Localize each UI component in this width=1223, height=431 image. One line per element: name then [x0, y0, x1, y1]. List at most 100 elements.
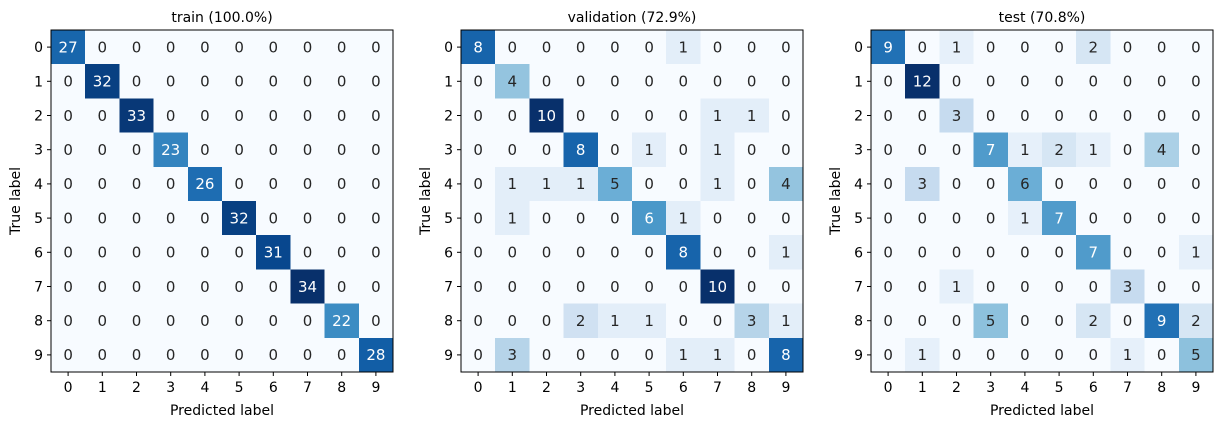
cell-value: 1	[679, 38, 689, 56]
cell-value: 1	[781, 312, 791, 330]
heatmap-cell	[597, 337, 633, 373]
cell-value: 0	[644, 244, 654, 262]
heatmap-cell	[290, 166, 325, 202]
heatmap-cell	[1110, 303, 1145, 339]
heatmap-cell	[905, 30, 940, 65]
heatmap-cell	[734, 132, 770, 168]
heatmap-cell	[632, 201, 667, 236]
heatmap-cell	[939, 337, 974, 373]
heatmap-cell	[939, 303, 974, 339]
cell-value: 0	[781, 278, 791, 296]
cell-value: 0	[883, 278, 893, 296]
cell-value: 0	[269, 38, 279, 56]
heatmap-cell	[1144, 235, 1180, 270]
cell-value: 1	[952, 278, 962, 296]
heatmap-cell	[1144, 132, 1180, 168]
heatmap-cell	[1076, 235, 1111, 270]
cell-value: 0	[883, 175, 893, 193]
y-tick-label: 5	[444, 211, 453, 227]
chart-title: validation (72.9%)	[568, 10, 697, 26]
heatmap-cell	[358, 303, 394, 339]
heatmap-cell	[597, 98, 633, 133]
cell-value: 0	[508, 312, 518, 330]
heatmap-cell	[529, 269, 564, 304]
heatmap-cell	[632, 303, 667, 339]
heatmap-cell	[939, 235, 974, 270]
x-tick-label: 0	[64, 380, 73, 396]
heatmap-cell	[871, 132, 906, 168]
cell-value: 1	[713, 141, 723, 159]
cell-value: 0	[63, 175, 73, 193]
cell-value: 0	[576, 278, 586, 296]
cell-value: 0	[269, 175, 279, 193]
cell-value: 0	[781, 209, 791, 227]
panel-2: 9 0 1 0 0 0 2 0 0 00 12 0 0 0 0 0 0 0 00 0 3 0 0 0 0 0 0 00 0 0 7 1 2 1 0 4…	[828, 10, 1214, 419]
heatmap-cell	[495, 201, 530, 236]
heatmap-cell	[700, 64, 735, 99]
heatmap-cell	[324, 337, 360, 373]
heatmap-cell	[905, 303, 940, 339]
heatmap-cell	[871, 201, 906, 236]
cell-value: 0	[986, 346, 996, 364]
heatmap-cell	[1042, 235, 1077, 270]
heatmap-cell	[1178, 30, 1214, 65]
cell-value: 0	[63, 73, 73, 91]
cell-value: 0	[132, 278, 142, 296]
heatmap-cell	[734, 98, 770, 133]
cell-value: 0	[747, 209, 757, 227]
cell-value: 0	[1089, 346, 1099, 364]
cell-value: 0	[1054, 38, 1064, 56]
heatmap-cell	[597, 64, 633, 99]
heatmap-cell	[461, 30, 496, 65]
heatmap-cell	[256, 98, 291, 133]
heatmap-cell	[1144, 337, 1180, 373]
heatmap-cell	[119, 166, 154, 202]
cell-value: 0	[679, 107, 689, 125]
heatmap-cell	[529, 98, 564, 133]
heatmap-cell	[324, 132, 360, 168]
cell-value: 3	[952, 107, 962, 125]
cell-value: 0	[1191, 38, 1201, 56]
heatmap-cell	[51, 166, 86, 202]
y-tick-label: 8	[854, 314, 863, 330]
cell-value: 0	[781, 141, 791, 159]
cell-value: 1	[1191, 244, 1201, 262]
heatmap-cell	[324, 166, 360, 202]
cell-value: 7	[1054, 209, 1064, 227]
heatmap-cell	[871, 98, 906, 133]
heatmap-cell	[768, 30, 804, 65]
cell-value: 0	[542, 312, 552, 330]
cell-value: 4	[781, 175, 791, 193]
cell-value: 0	[98, 141, 108, 159]
x-tick-label: 4	[1020, 380, 1029, 396]
heatmap-cell	[153, 64, 189, 99]
x-tick-label: 7	[1123, 380, 1132, 396]
heatmap-cell	[1178, 64, 1214, 99]
cell-value: 0	[132, 141, 142, 159]
cell-value: 0	[200, 73, 210, 91]
heatmap-cell	[768, 201, 804, 236]
heatmap-cell	[563, 30, 599, 65]
heatmap-cell	[768, 303, 804, 339]
cell-value: 2	[1089, 38, 1099, 56]
cell-value: 0	[98, 278, 108, 296]
heatmap-cell	[871, 337, 906, 373]
x-tick-label: 4	[610, 380, 619, 396]
heatmap-cell	[119, 132, 154, 168]
cell-value: 0	[679, 141, 689, 159]
cell-value: 0	[679, 312, 689, 330]
cell-value: 0	[269, 73, 279, 91]
heatmap-cell	[119, 337, 154, 373]
heatmap-cell	[666, 166, 701, 202]
cell-value: 0	[747, 175, 757, 193]
heatmap-cell	[222, 30, 257, 65]
heatmap-cell	[700, 337, 735, 373]
cell-value: 0	[473, 141, 483, 159]
cell-value: 0	[918, 312, 928, 330]
heatmap-cell	[290, 30, 325, 65]
cell-value: 0	[63, 209, 73, 227]
heatmap-cell	[256, 64, 291, 99]
heatmap-cell	[632, 132, 667, 168]
heatmap-cell	[153, 30, 189, 65]
cell-value: 0	[644, 107, 654, 125]
